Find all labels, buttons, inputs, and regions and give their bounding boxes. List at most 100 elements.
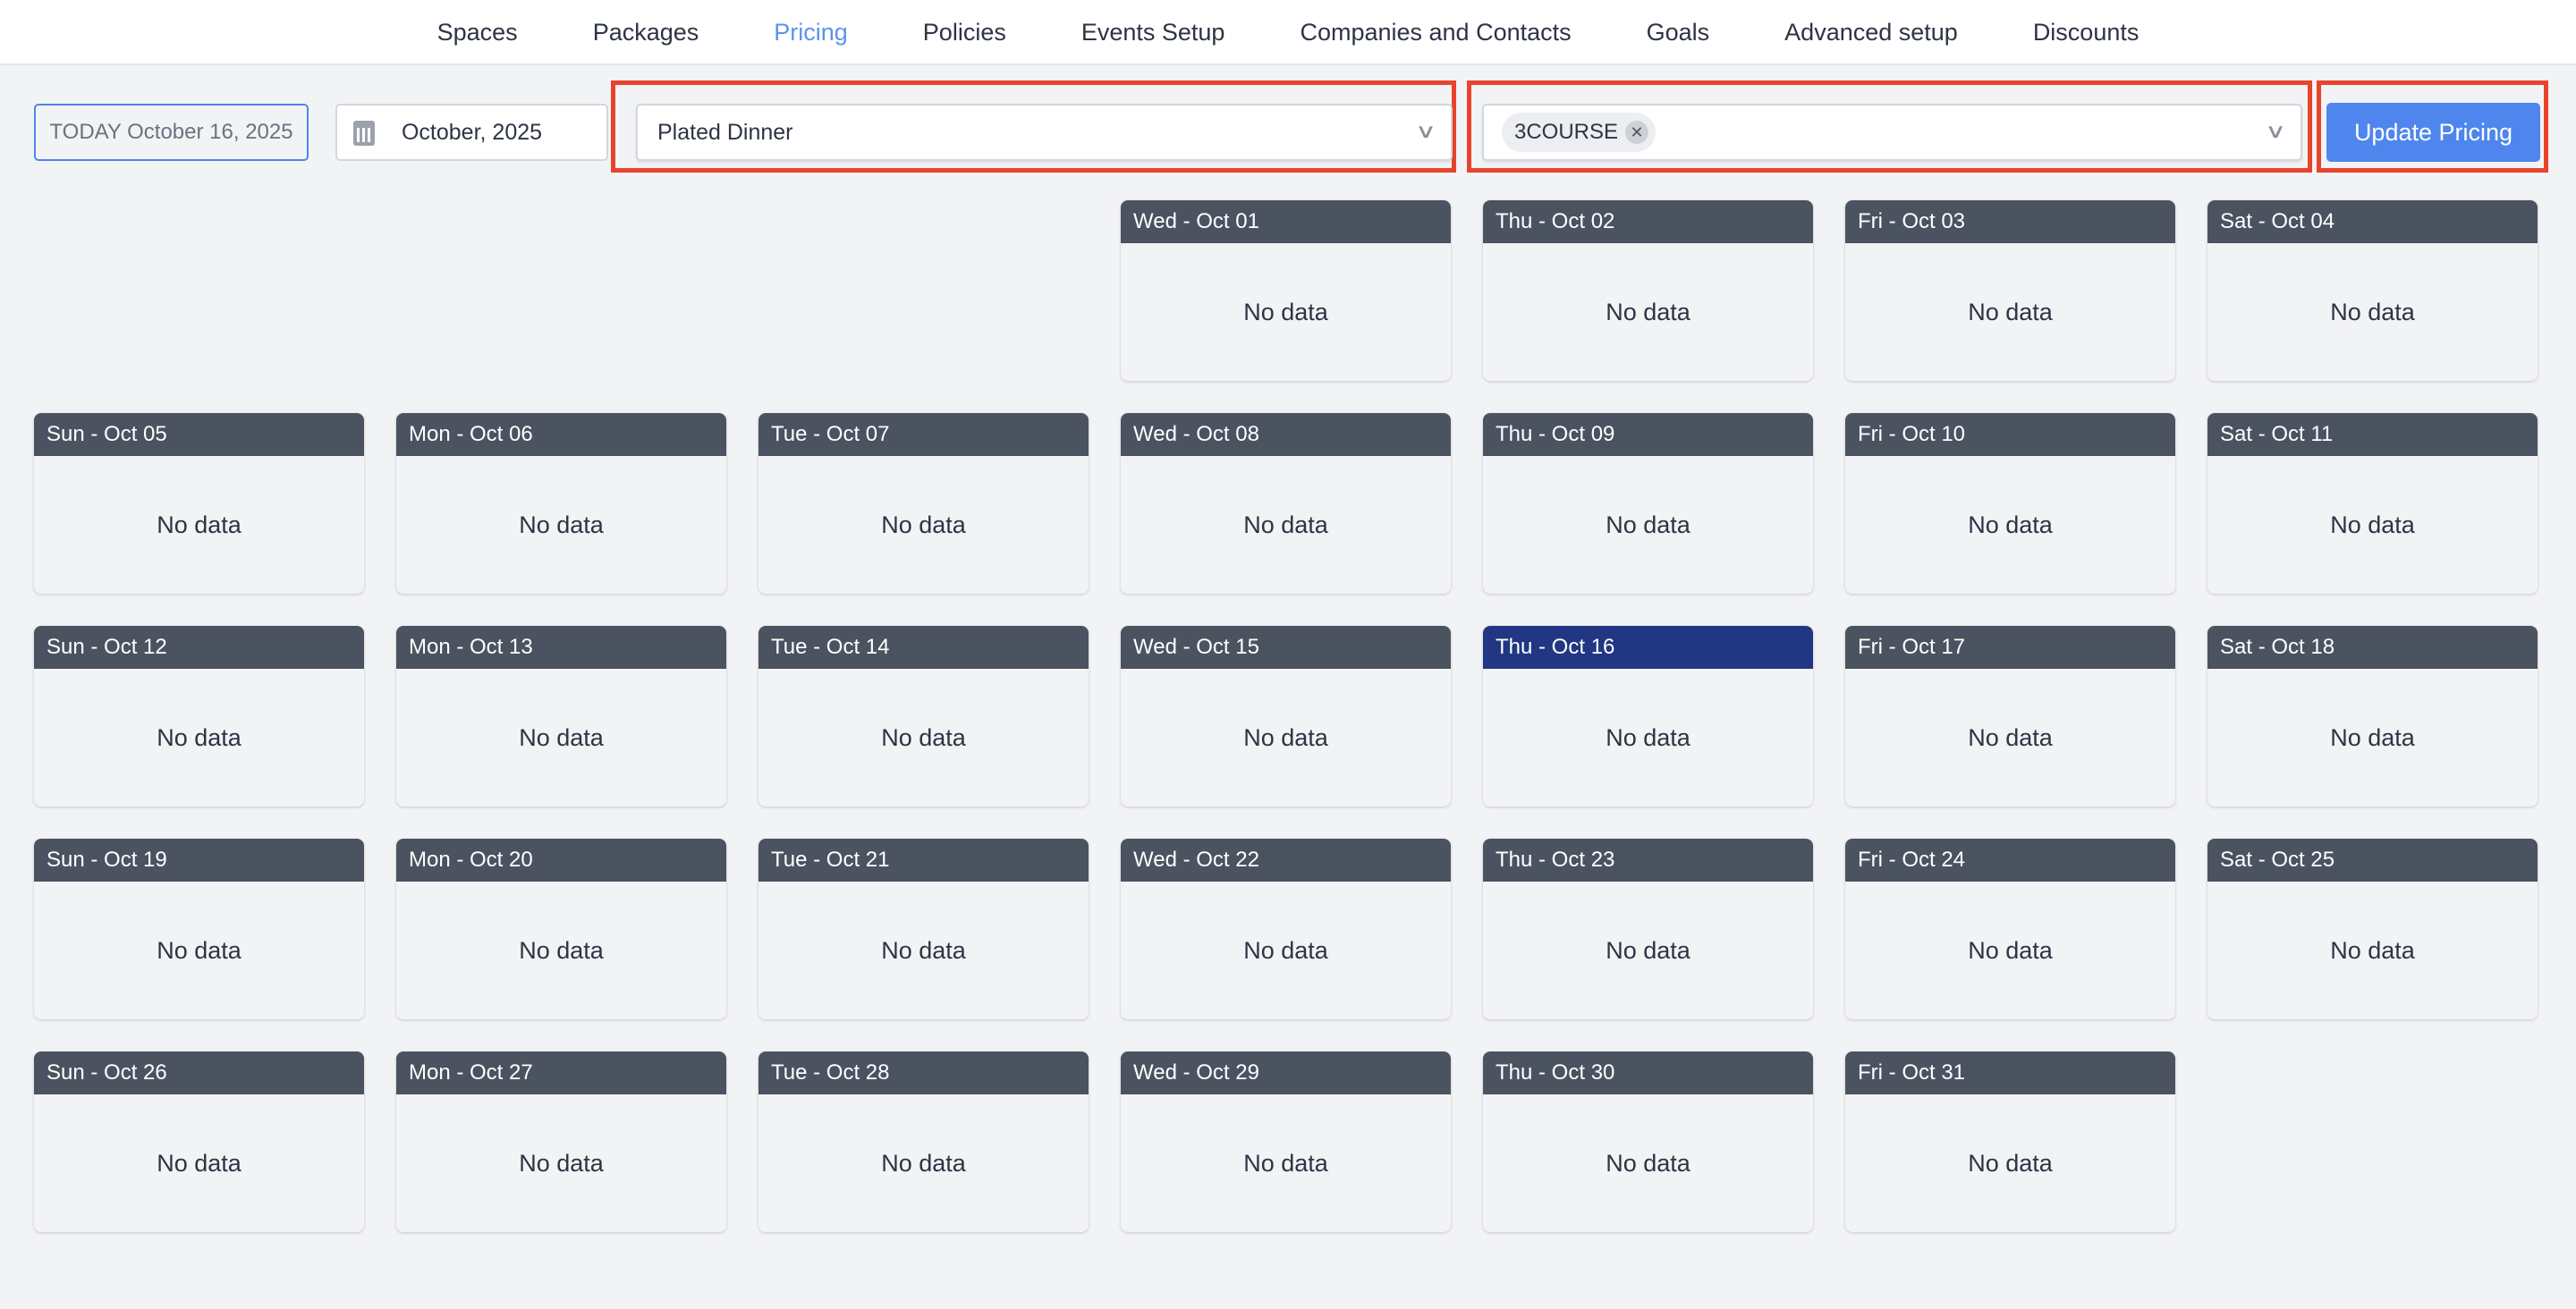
day-card-header: Mon - Oct 27	[396, 1051, 726, 1094]
day-card[interactable]: Thu - Oct 02 No data	[1483, 200, 1813, 381]
day-card-header: Sun - Oct 05	[34, 413, 364, 456]
day-card[interactable]: Sun - Oct 26 No data	[34, 1051, 364, 1232]
day-card[interactable]: Tue - Oct 21 No data	[758, 839, 1089, 1019]
day-card-header: Fri - Oct 03	[1845, 200, 2175, 243]
day-card-status: No data	[1243, 1149, 1328, 1177]
day-card[interactable]: Thu - Oct 23 No data	[1483, 839, 1813, 1019]
day-card-header: Wed - Oct 15	[1121, 626, 1451, 669]
day-card-status: No data	[881, 723, 966, 751]
chevron-down-icon: ∨	[1414, 120, 1437, 142]
day-card-header: Mon - Oct 06	[396, 413, 726, 456]
day-card[interactable]: Sat - Oct 18 No data	[2207, 626, 2538, 807]
day-card-status: No data	[881, 936, 966, 964]
day-card[interactable]: Sun - Oct 12 No data	[34, 626, 364, 807]
day-card-header: Fri - Oct 24	[1845, 839, 2175, 882]
day-card-status: No data	[157, 723, 242, 751]
nav-tab-policies[interactable]: Policies	[922, 19, 1006, 46]
package-select-value: Plated Dinner	[657, 119, 793, 145]
day-card-status: No data	[1243, 936, 1328, 964]
day-card-status: No data	[1968, 723, 2053, 751]
menu-chip-label: 3COURSE	[1514, 120, 1619, 144]
day-card[interactable]: Wed - Oct 29 No data	[1121, 1051, 1451, 1232]
day-card-header: Thu - Oct 23	[1483, 839, 1813, 882]
day-card-status: No data	[1243, 723, 1328, 751]
day-card-header: Tue - Oct 28	[758, 1051, 1089, 1094]
day-card[interactable]: Wed - Oct 22 No data	[1121, 839, 1451, 1019]
nav-tab-goals[interactable]: Goals	[1646, 19, 1710, 46]
day-card[interactable]: Thu - Oct 09 No data	[1483, 413, 1813, 594]
update-pricing-button[interactable]: Update Pricing	[2326, 103, 2540, 162]
day-card[interactable]: Sat - Oct 04 No data	[2207, 200, 2538, 381]
day-card[interactable]: Fri - Oct 10 No data	[1845, 413, 2175, 594]
day-card[interactable]: Mon - Oct 06 No data	[396, 413, 726, 594]
day-card[interactable]: Wed - Oct 01 No data	[1121, 200, 1451, 381]
day-card-header: Mon - Oct 20	[396, 839, 726, 882]
nav-tab-spaces[interactable]: Spaces	[436, 19, 518, 46]
nav-tab-advanced-setup[interactable]: Advanced setup	[1784, 19, 1958, 46]
day-card-status: No data	[519, 723, 604, 751]
day-card-status: No data	[2330, 936, 2415, 964]
day-card-header: Fri - Oct 17	[1845, 626, 2175, 669]
day-card-status: No data	[519, 511, 604, 538]
day-card[interactable]: Sun - Oct 19 No data	[34, 839, 364, 1019]
day-card[interactable]: Mon - Oct 13 No data	[396, 626, 726, 807]
highlight-box-package	[611, 80, 1456, 173]
day-card-header: Sun - Oct 26	[34, 1051, 364, 1094]
day-card-header: Wed - Oct 22	[1121, 839, 1451, 882]
day-card-header: Wed - Oct 29	[1121, 1051, 1451, 1094]
day-card-status: No data	[2330, 511, 2415, 538]
nav-tab-companies-and-contacts[interactable]: Companies and Contacts	[1300, 19, 1572, 46]
package-select[interactable]: Plated Dinner ∨	[636, 104, 1453, 161]
day-card[interactable]: Fri - Oct 17 No data	[1845, 626, 2175, 807]
day-card[interactable]: Tue - Oct 28 No data	[758, 1051, 1089, 1232]
day-card-header: Thu - Oct 30	[1483, 1051, 1813, 1094]
day-card-status: No data	[1606, 1149, 1690, 1177]
day-card[interactable]: Wed - Oct 08 No data	[1121, 413, 1451, 594]
day-card[interactable]: Sat - Oct 25 No data	[2207, 839, 2538, 1019]
day-card-status: No data	[1606, 298, 1690, 325]
month-label: October, 2025	[401, 119, 543, 145]
remove-chip-icon[interactable]: ✕	[1625, 121, 1649, 144]
nav-tab-pricing[interactable]: Pricing	[774, 19, 848, 46]
nav-tab-discounts[interactable]: Discounts	[2032, 19, 2140, 46]
day-card-header: Thu - Oct 02	[1483, 200, 1813, 243]
day-card-status: No data	[1968, 298, 2053, 325]
day-card-header: Thu - Oct 09	[1483, 413, 1813, 456]
day-card-status: No data	[881, 1149, 966, 1177]
day-card[interactable]: Sat - Oct 11 No data	[2207, 413, 2538, 594]
day-card[interactable]: Sun - Oct 05 No data	[34, 413, 364, 594]
menu-multiselect[interactable]: 3COURSE ✕ ∨	[1482, 104, 2302, 161]
day-card-status: No data	[1606, 511, 1690, 538]
day-card[interactable]: Mon - Oct 20 No data	[396, 839, 726, 1019]
nav-tab-events-setup[interactable]: Events Setup	[1080, 19, 1225, 46]
day-card-status: No data	[519, 1149, 604, 1177]
day-card-status: No data	[519, 936, 604, 964]
today-button[interactable]: TODAY October 16, 2025	[34, 104, 309, 161]
day-card[interactable]: Fri - Oct 03 No data	[1845, 200, 2175, 381]
day-card[interactable]: Mon - Oct 27 No data	[396, 1051, 726, 1232]
day-card-status: No data	[1606, 936, 1690, 964]
day-card[interactable]: Wed - Oct 15 No data	[1121, 626, 1451, 807]
calendar-icon	[353, 121, 375, 146]
top-nav: Spaces Packages Pricing Policies Events Setu…	[0, 0, 2576, 65]
day-card-header: Fri - Oct 10	[1845, 413, 2175, 456]
highlight-box-update	[2317, 80, 2548, 173]
day-card-status: No data	[2330, 723, 2415, 751]
day-card-status: No data	[1968, 511, 2053, 538]
day-card[interactable]: Fri - Oct 31 No data	[1845, 1051, 2175, 1232]
day-card-status: No data	[1606, 723, 1690, 751]
day-card-status: No data	[157, 936, 242, 964]
day-card[interactable]: Tue - Oct 07 No data	[758, 413, 1089, 594]
day-card[interactable]: Thu - Oct 16 No data	[1483, 626, 1813, 807]
day-card-header: Sat - Oct 18	[2207, 626, 2538, 669]
day-card-status: No data	[1968, 1149, 2053, 1177]
calendar-grid: Wed - Oct 01 No data Thu - Oct 02 No data Fr…	[34, 200, 2538, 1232]
day-card-header: Sun - Oct 12	[34, 626, 364, 669]
day-card[interactable]: Tue - Oct 14 No data	[758, 626, 1089, 807]
nav-tab-packages[interactable]: Packages	[592, 19, 699, 46]
day-card-status: No data	[1968, 936, 2053, 964]
highlight-box-menu	[1467, 80, 2312, 173]
month-picker[interactable]: October, 2025	[335, 104, 608, 161]
day-card[interactable]: Fri - Oct 24 No data	[1845, 839, 2175, 1019]
day-card[interactable]: Thu - Oct 30 No data	[1483, 1051, 1813, 1232]
